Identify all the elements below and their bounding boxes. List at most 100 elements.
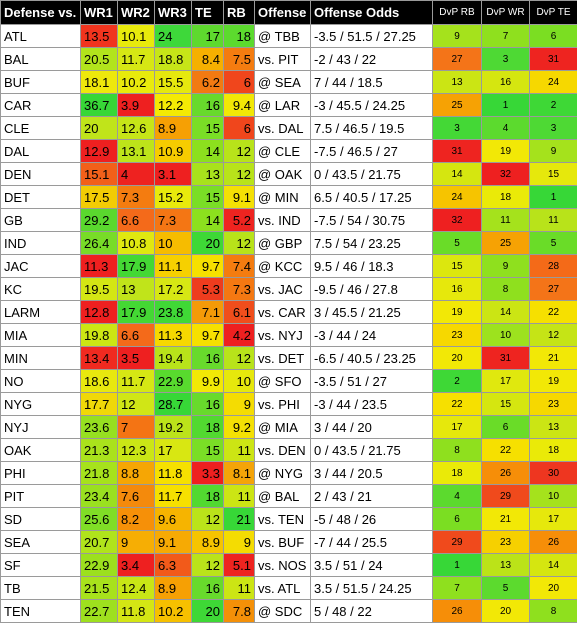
cell-wr2: 11.7 [118, 48, 155, 71]
cell-wr2: 7 [118, 416, 155, 439]
cell-dvp-te: 5 [530, 232, 577, 255]
cell-defense-team: BAL [1, 48, 81, 71]
cell-defense-team: IND [1, 232, 81, 255]
cell-rb: 7.3 [224, 278, 255, 301]
header-dvp-te[interactable]: DvP TE [530, 1, 577, 25]
cell-dvp-rb: 20 [433, 347, 482, 370]
cell-defense-team: SF [1, 554, 81, 577]
cell-dvp-te: 24 [530, 71, 577, 94]
cell-defense-team: NYJ [1, 416, 81, 439]
cell-te: 15 [192, 117, 224, 140]
cell-dvp-wr: 10 [482, 324, 530, 347]
cell-wr3: 11.7 [155, 485, 192, 508]
header-offense[interactable]: Offense [255, 1, 311, 25]
cell-defense-team: OAK [1, 439, 81, 462]
cell-offense-opponent: @ NYG [255, 462, 311, 485]
cell-defense-team: GB [1, 209, 81, 232]
cell-dvp-rb: 27 [433, 48, 482, 71]
cell-dvp-te: 1 [530, 186, 577, 209]
header-te[interactable]: TE [192, 1, 224, 25]
header-wr2[interactable]: WR2 [118, 1, 155, 25]
cell-wr3: 11.8 [155, 462, 192, 485]
cell-defense-team: TB [1, 577, 81, 600]
cell-offense-opponent: @ LAR [255, 94, 311, 117]
cell-offense-odds: 3 / 44 / 20 [311, 416, 433, 439]
cell-dvp-te: 3 [530, 117, 577, 140]
header-wr1[interactable]: WR1 [81, 1, 118, 25]
cell-wr2: 3.9 [118, 94, 155, 117]
header-wr3[interactable]: WR3 [155, 1, 192, 25]
cell-wr1: 25.6 [81, 508, 118, 531]
cell-wr2: 17.9 [118, 255, 155, 278]
cell-dvp-rb: 25 [433, 94, 482, 117]
cell-dvp-rb: 13 [433, 71, 482, 94]
header-defense[interactable]: Defense vs. [1, 1, 81, 25]
cell-offense-opponent: vs. IND [255, 209, 311, 232]
cell-te: 3.3 [192, 462, 224, 485]
header-rb[interactable]: RB [224, 1, 255, 25]
cell-offense-odds: 7.5 / 46.5 / 19.5 [311, 117, 433, 140]
cell-dvp-wr: 29 [482, 485, 530, 508]
cell-rb: 8.1 [224, 462, 255, 485]
cell-dvp-te: 17 [530, 508, 577, 531]
cell-offense-opponent: @ MIN [255, 186, 311, 209]
cell-offense-opponent: @ MIA [255, 416, 311, 439]
cell-wr3: 24 [155, 25, 192, 48]
cell-dvp-wr: 31 [482, 347, 530, 370]
header-dvp-rb[interactable]: DvP RB [433, 1, 482, 25]
cell-offense-opponent: vs. DET [255, 347, 311, 370]
cell-te: 12 [192, 554, 224, 577]
cell-rb: 12 [224, 232, 255, 255]
cell-wr2: 13 [118, 278, 155, 301]
cell-wr2: 3.5 [118, 347, 155, 370]
cell-dvp-rb: 2 [433, 370, 482, 393]
header-dvp-wr[interactable]: DvP WR [482, 1, 530, 25]
cell-wr1: 29.2 [81, 209, 118, 232]
cell-offense-opponent: @ SEA [255, 71, 311, 94]
cell-dvp-wr: 21 [482, 508, 530, 531]
cell-wr3: 10.2 [155, 600, 192, 623]
cell-wr3: 10.9 [155, 140, 192, 163]
cell-wr2: 9 [118, 531, 155, 554]
cell-wr2: 8.2 [118, 508, 155, 531]
cell-te: 13 [192, 163, 224, 186]
header-offense-odds[interactable]: Offense Odds [311, 1, 433, 25]
cell-dvp-te: 22 [530, 301, 577, 324]
cell-offense-odds: 3.5 / 51.5 / 24.25 [311, 577, 433, 600]
cell-rb: 11 [224, 577, 255, 600]
cell-rb: 5.1 [224, 554, 255, 577]
cell-te: 16 [192, 347, 224, 370]
cell-wr2: 6.6 [118, 324, 155, 347]
cell-offense-odds: -7.5 / 54 / 30.75 [311, 209, 433, 232]
cell-offense-opponent: vs. JAC [255, 278, 311, 301]
cell-offense-opponent: @ GBP [255, 232, 311, 255]
cell-dvp-rb: 3 [433, 117, 482, 140]
cell-wr3: 3.1 [155, 163, 192, 186]
cell-dvp-rb: 6 [433, 508, 482, 531]
cell-dvp-te: 8 [530, 600, 577, 623]
cell-defense-team: PHI [1, 462, 81, 485]
cell-dvp-wr: 3 [482, 48, 530, 71]
cell-offense-odds: -3.5 / 51 / 27 [311, 370, 433, 393]
cell-rb: 12 [224, 347, 255, 370]
cell-dvp-wr: 5 [482, 577, 530, 600]
cell-dvp-rb: 26 [433, 600, 482, 623]
cell-dvp-te: 26 [530, 531, 577, 554]
cell-dvp-rb: 5 [433, 232, 482, 255]
cell-offense-odds: 3 / 44 / 20.5 [311, 462, 433, 485]
cell-dvp-rb: 24 [433, 186, 482, 209]
cell-rb: 21 [224, 508, 255, 531]
cell-dvp-te: 18 [530, 439, 577, 462]
cell-offense-odds: 6.5 / 40.5 / 17.25 [311, 186, 433, 209]
cell-te: 12 [192, 508, 224, 531]
cell-te: 9.9 [192, 370, 224, 393]
cell-wr1: 22.7 [81, 600, 118, 623]
cell-te: 14 [192, 140, 224, 163]
cell-wr1: 19.5 [81, 278, 118, 301]
cell-dvp-wr: 4 [482, 117, 530, 140]
